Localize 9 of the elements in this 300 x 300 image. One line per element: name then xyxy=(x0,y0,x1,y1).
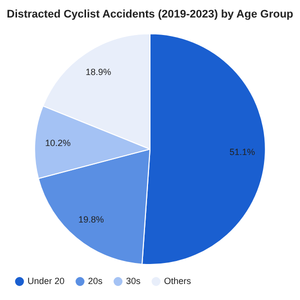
legend-label: Under 20 xyxy=(28,276,65,286)
chart-title: Distracted Cyclist Accidents (2019-2023) by Age Group xyxy=(6,8,294,21)
data-label: 19.8% xyxy=(78,214,104,225)
legend-label: Others xyxy=(164,276,192,286)
data-label: 18.9% xyxy=(86,67,112,78)
legend-label: 30s xyxy=(126,276,142,286)
data-label: 10.2% xyxy=(45,138,71,148)
legend-label: 20s xyxy=(88,276,104,286)
data-label: 51.1% xyxy=(230,146,256,157)
